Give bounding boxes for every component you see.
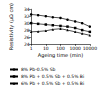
svg-text:32: 32: [24, 14, 30, 19]
svg-text:1: 1: [30, 46, 33, 51]
svg-text:24: 24: [23, 41, 30, 47]
svg-text:Resistivity (μΩ cm): Resistivity (μΩ cm): [8, 3, 15, 50]
svg-text:8% Pb + 0.5% Sb + 0.5% Bi: 8% Pb + 0.5% Sb + 0.5% Bi: [21, 74, 84, 79]
svg-text:28: 28: [24, 28, 30, 33]
svg-text:10: 10: [43, 46, 49, 51]
svg-text:34: 34: [24, 7, 30, 12]
svg-text:100: 100: [56, 46, 65, 51]
svg-text:8% Pb-0.5% Sb: 8% Pb-0.5% Sb: [21, 67, 55, 72]
svg-text:10000: 10000: [83, 46, 97, 51]
svg-text:Ageing time (min): Ageing time (min): [38, 52, 83, 59]
svg-text:26: 26: [24, 35, 30, 40]
svg-text:30: 30: [24, 21, 30, 26]
svg-text:1000: 1000: [69, 46, 81, 51]
svg-text:6% Pb + 0.5% Sb + 0.5% Bi: 6% Pb + 0.5% Sb + 0.5% Bi: [21, 81, 84, 86]
